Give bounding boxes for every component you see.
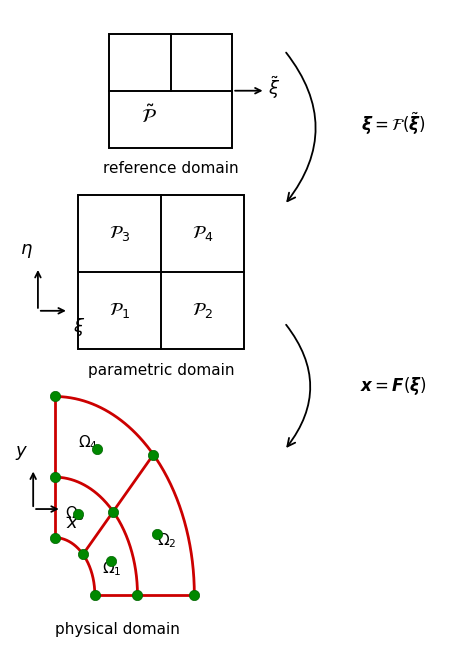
Text: $y$: $y$ xyxy=(15,444,28,462)
Point xyxy=(150,449,157,460)
Text: physical domain: physical domain xyxy=(55,622,180,636)
Point xyxy=(109,506,117,517)
Point xyxy=(74,509,82,519)
FancyArrowPatch shape xyxy=(286,52,316,201)
Text: $\boldsymbol{\xi} = \mathcal{F}(\tilde{\boldsymbol{\xi}})$: $\boldsymbol{\xi} = \mathcal{F}(\tilde{\… xyxy=(361,111,426,138)
Point xyxy=(91,589,99,600)
Text: $\boldsymbol{x} = \boldsymbol{F}(\boldsymbol{\xi})$: $\boldsymbol{x} = \boldsymbol{F}(\boldsy… xyxy=(360,376,427,397)
Text: $\Omega_1$: $\Omega_1$ xyxy=(102,559,121,578)
Point xyxy=(51,532,58,543)
Point xyxy=(108,556,115,566)
Text: $\Omega_3$: $\Omega_3$ xyxy=(65,505,85,523)
Text: parametric domain: parametric domain xyxy=(88,363,235,378)
Point xyxy=(154,529,161,540)
Text: $\mathcal{P}_3$: $\mathcal{P}_3$ xyxy=(109,224,130,243)
Text: $\Omega_2$: $\Omega_2$ xyxy=(156,532,176,550)
Text: $x$: $x$ xyxy=(66,515,80,532)
Text: $\mathcal{P}_1$: $\mathcal{P}_1$ xyxy=(109,301,130,321)
Text: reference domain: reference domain xyxy=(103,161,238,176)
Point xyxy=(79,549,87,560)
Text: $\eta$: $\eta$ xyxy=(20,243,33,261)
Text: $\xi$: $\xi$ xyxy=(73,317,86,338)
Text: $\tilde{\mathcal{P}}$: $\tilde{\mathcal{P}}$ xyxy=(141,106,157,128)
Text: $\Omega_4$: $\Omega_4$ xyxy=(78,433,98,452)
Point xyxy=(134,589,141,600)
Text: $\tilde{\xi}$: $\tilde{\xi}$ xyxy=(268,74,280,101)
Point xyxy=(93,444,101,454)
Text: $\mathcal{P}_4$: $\mathcal{P}_4$ xyxy=(192,224,213,243)
Point xyxy=(51,391,58,402)
Text: $\mathcal{P}_2$: $\mathcal{P}_2$ xyxy=(192,301,213,321)
Point xyxy=(51,472,58,482)
Point xyxy=(191,589,198,600)
FancyArrowPatch shape xyxy=(286,325,310,446)
